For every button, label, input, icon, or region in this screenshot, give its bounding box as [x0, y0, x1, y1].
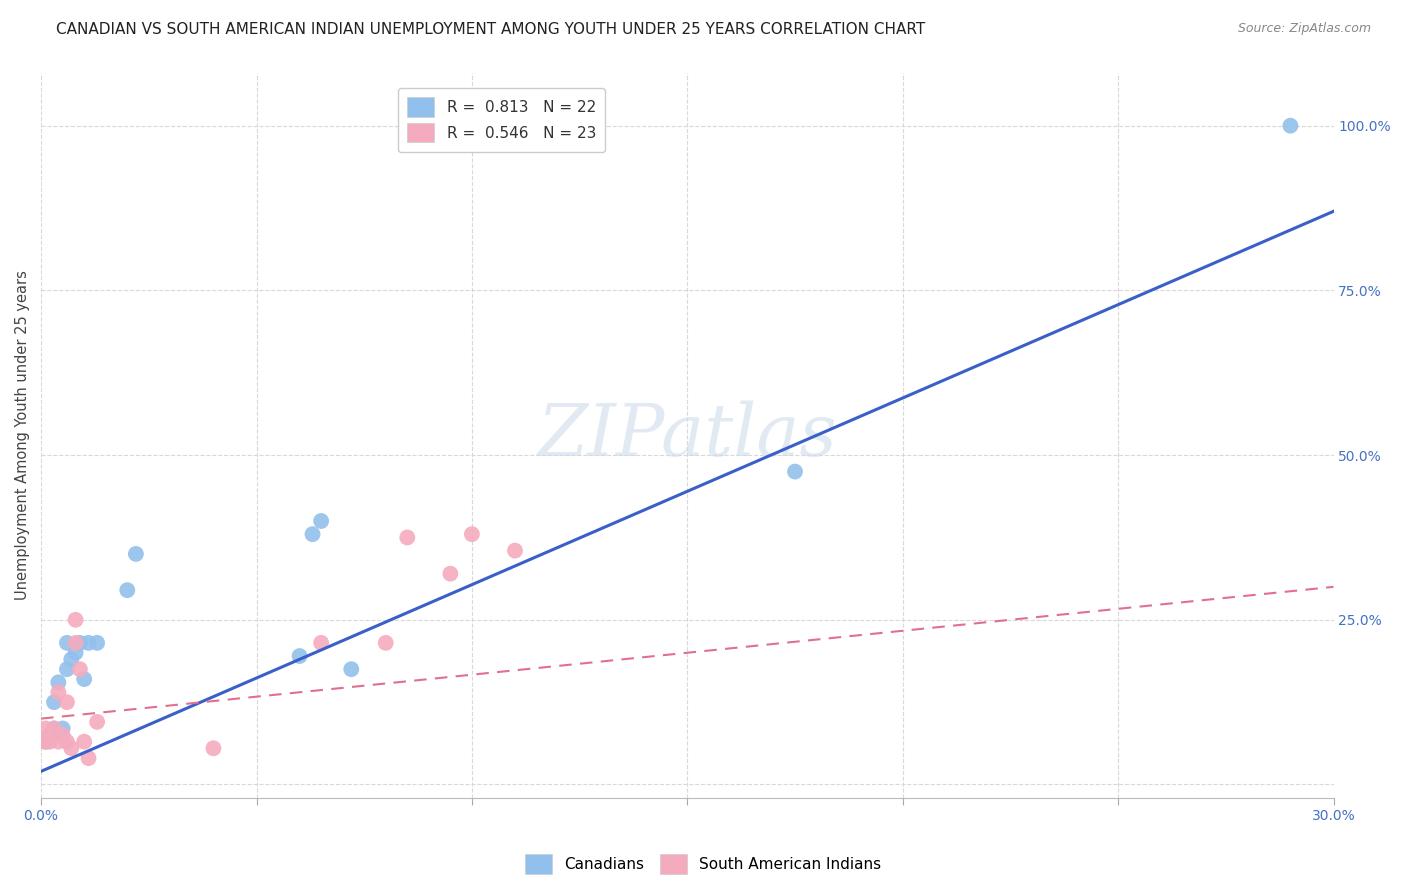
Point — [56, 636, 79, 650]
Point — [34, 734, 56, 748]
Text: CANADIAN VS SOUTH AMERICAN INDIAN UNEMPLOYMENT AMONG YOUTH UNDER 25 YEARS CORREL: CANADIAN VS SOUTH AMERICAN INDIAN UNEMPL… — [56, 22, 925, 37]
Point — [461, 527, 484, 541]
Point — [42, 722, 65, 736]
Point — [46, 685, 69, 699]
Point — [309, 636, 332, 650]
Point — [503, 543, 526, 558]
Point — [65, 613, 87, 627]
Point — [65, 636, 87, 650]
Point — [77, 751, 100, 765]
Point — [86, 714, 108, 729]
Point — [60, 652, 83, 666]
Point — [783, 465, 806, 479]
Point — [340, 662, 363, 676]
Point — [125, 547, 148, 561]
Point — [34, 722, 56, 736]
Point — [69, 636, 91, 650]
Point — [69, 662, 91, 676]
Point — [301, 527, 323, 541]
Point — [34, 734, 56, 748]
Point — [1279, 119, 1302, 133]
Point — [42, 722, 65, 736]
Point — [65, 646, 87, 660]
Point — [46, 675, 69, 690]
Point — [396, 531, 419, 545]
Point — [117, 583, 139, 598]
Text: ZIPatlas: ZIPatlas — [537, 400, 837, 471]
Point — [38, 734, 60, 748]
Point — [38, 728, 60, 742]
Point — [374, 636, 396, 650]
Point — [73, 672, 96, 686]
Point — [52, 728, 75, 742]
Legend: Canadians, South American Indians: Canadians, South American Indians — [519, 848, 887, 880]
Text: Source: ZipAtlas.com: Source: ZipAtlas.com — [1237, 22, 1371, 36]
Point — [77, 636, 100, 650]
Point — [56, 662, 79, 676]
Point — [56, 695, 79, 709]
Legend: R =  0.813   N = 22, R =  0.546   N = 23: R = 0.813 N = 22, R = 0.546 N = 23 — [398, 88, 605, 152]
Point — [86, 636, 108, 650]
Point — [439, 566, 461, 581]
Point — [288, 648, 311, 663]
Point — [73, 734, 96, 748]
Point — [309, 514, 332, 528]
Point — [56, 734, 79, 748]
Y-axis label: Unemployment Among Youth under 25 years: Unemployment Among Youth under 25 years — [15, 270, 30, 600]
Point — [42, 695, 65, 709]
Point — [202, 741, 225, 756]
Point — [52, 722, 75, 736]
Point — [46, 734, 69, 748]
Point — [60, 741, 83, 756]
